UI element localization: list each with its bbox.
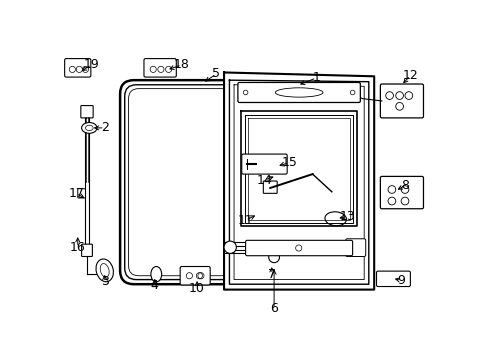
Ellipse shape bbox=[151, 266, 162, 282]
Text: 9: 9 bbox=[396, 274, 404, 287]
Text: 16: 16 bbox=[70, 241, 85, 254]
Text: 5: 5 bbox=[212, 67, 220, 81]
Text: 17: 17 bbox=[68, 187, 84, 200]
Text: 15: 15 bbox=[281, 156, 297, 169]
Text: 4: 4 bbox=[150, 279, 159, 292]
Text: 19: 19 bbox=[83, 58, 99, 71]
FancyBboxPatch shape bbox=[78, 189, 85, 198]
Ellipse shape bbox=[325, 212, 346, 226]
Text: 14: 14 bbox=[256, 174, 271, 187]
FancyBboxPatch shape bbox=[376, 271, 409, 287]
FancyBboxPatch shape bbox=[238, 82, 360, 103]
Ellipse shape bbox=[81, 122, 97, 133]
Circle shape bbox=[224, 241, 236, 253]
Text: 2: 2 bbox=[101, 121, 108, 134]
Text: 6: 6 bbox=[269, 302, 278, 315]
Text: 10: 10 bbox=[189, 282, 204, 294]
FancyBboxPatch shape bbox=[180, 266, 210, 285]
FancyBboxPatch shape bbox=[241, 154, 286, 174]
Text: 3: 3 bbox=[101, 275, 108, 288]
FancyBboxPatch shape bbox=[81, 244, 92, 256]
Text: 7: 7 bbox=[267, 268, 275, 281]
FancyBboxPatch shape bbox=[380, 176, 423, 209]
FancyBboxPatch shape bbox=[380, 84, 423, 118]
Text: 12: 12 bbox=[402, 69, 417, 82]
Polygon shape bbox=[224, 72, 373, 289]
Text: 1: 1 bbox=[312, 71, 320, 84]
FancyBboxPatch shape bbox=[345, 239, 365, 256]
Text: 18: 18 bbox=[173, 58, 189, 71]
Ellipse shape bbox=[96, 259, 113, 282]
Circle shape bbox=[268, 252, 279, 263]
FancyBboxPatch shape bbox=[263, 181, 277, 193]
FancyBboxPatch shape bbox=[81, 105, 93, 118]
FancyBboxPatch shape bbox=[64, 59, 91, 77]
Text: 11: 11 bbox=[237, 214, 253, 227]
FancyBboxPatch shape bbox=[120, 80, 239, 284]
Text: 13: 13 bbox=[339, 210, 354, 223]
FancyBboxPatch shape bbox=[143, 59, 176, 77]
Text: 8: 8 bbox=[400, 179, 408, 192]
FancyBboxPatch shape bbox=[245, 240, 352, 256]
